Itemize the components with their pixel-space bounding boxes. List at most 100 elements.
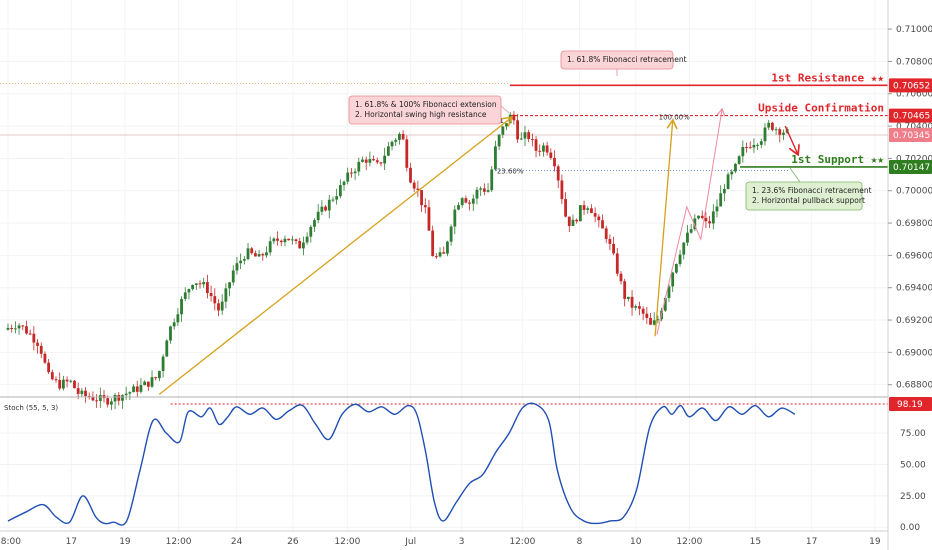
candle-body <box>39 345 43 354</box>
candle-body <box>560 180 564 200</box>
candle-body <box>313 220 316 227</box>
candle-body <box>113 394 117 402</box>
candle-body <box>272 238 276 242</box>
candle-body <box>464 198 468 203</box>
candle-body <box>143 381 147 386</box>
candle-body <box>578 205 582 222</box>
price-badge <box>889 108 932 123</box>
candle-body <box>538 150 542 152</box>
extension-arrow-up <box>158 118 511 395</box>
candle-body <box>379 162 383 164</box>
time-tick-label: 15 <box>750 537 761 547</box>
candle-body <box>604 228 608 240</box>
candle-body <box>383 155 387 164</box>
candle-body <box>608 239 612 244</box>
candle-body <box>697 215 700 219</box>
support-note-text: 1. 23.6% Fibonacci retracement <box>752 186 872 195</box>
candle-body <box>678 254 682 265</box>
candle-body <box>512 114 516 121</box>
candle-body <box>634 306 638 308</box>
projection-arrow <box>656 110 722 335</box>
candle-body <box>54 379 58 381</box>
candle-body <box>460 198 464 206</box>
time-tick-label: 24 <box>231 537 243 547</box>
candle-body <box>722 188 726 194</box>
candle-body <box>209 293 213 297</box>
candle-body <box>109 401 113 405</box>
candle-body <box>176 314 180 323</box>
candle-body <box>423 205 427 208</box>
candle-body <box>124 393 128 396</box>
time-tick-label: 12:00 <box>676 537 702 547</box>
candle-body <box>386 146 390 156</box>
candle-body <box>350 172 353 174</box>
candle-body <box>61 379 65 389</box>
candle-body <box>704 217 708 222</box>
candle-body <box>279 240 283 243</box>
candle-body <box>132 386 135 393</box>
candle-body <box>254 253 257 257</box>
candle-body <box>545 145 549 153</box>
candle-body <box>693 218 697 230</box>
candle-body <box>17 325 21 329</box>
candle-body <box>523 132 527 139</box>
candle-body <box>412 182 416 189</box>
stoch-tick-label: 50.00 <box>900 461 926 471</box>
candle-body <box>213 296 217 304</box>
candle-body <box>390 141 394 147</box>
stoch-tick-label: 75.00 <box>900 429 926 439</box>
price-badge-text: 0.70147 <box>893 163 930 173</box>
candle-body <box>135 386 139 392</box>
candle-body <box>564 199 567 217</box>
stoch-axis: 75.00 50.00 25.00 0.00 98.19 <box>889 397 932 533</box>
candle-body <box>25 326 28 334</box>
fib-236-label: 23.60% <box>497 168 524 176</box>
price-badge-text: 0.70465 <box>893 112 930 122</box>
candle-body <box>626 296 630 299</box>
candle-body <box>43 353 47 363</box>
price-levels: 1st Resistance ★★ Upside Confirmation 1st … <box>0 71 888 168</box>
candle-body <box>117 394 121 401</box>
candle-body <box>265 252 268 256</box>
price-tick-label: 0.70400 <box>896 122 932 132</box>
level-label: Upside Confirmation <box>758 102 884 115</box>
candle-body <box>719 193 723 207</box>
candle-body <box>191 284 195 290</box>
candle-body <box>770 122 774 130</box>
candle-body <box>630 296 634 308</box>
candle-body <box>327 199 331 211</box>
candle-body <box>586 208 590 210</box>
price-tick-label: 0.70800 <box>896 57 932 67</box>
candle-body <box>475 189 479 199</box>
candle-body <box>619 273 623 282</box>
candle-body <box>745 146 748 148</box>
price-pane[interactable]: 1st Resistance ★★ Upside Confirmation 1st … <box>0 0 888 531</box>
candle-body <box>294 239 298 242</box>
time-tick-label: 3 <box>459 537 465 547</box>
stoch-grid <box>0 432 888 528</box>
candle-body <box>501 126 505 135</box>
stoch-line <box>7 402 796 526</box>
candle-body <box>737 156 741 164</box>
candle-body <box>530 139 534 141</box>
candle-body <box>220 301 224 311</box>
support-note-text: 2. Horizontal pullback support <box>752 196 865 205</box>
candle-body <box>335 196 339 200</box>
time-tick-label: 17 <box>806 537 817 547</box>
candle-body <box>375 160 379 163</box>
candle-body <box>320 206 324 212</box>
price-tick-label: 0.70200 <box>896 154 932 164</box>
candle-body <box>36 342 39 346</box>
time-axis: 18:00 17 19 12:00 24 26 12:00 Jul 3 12:00 8 10 12:00… <box>0 530 888 547</box>
stoch-pane[interactable]: Stoch (55, 5, 3) <box>0 402 888 528</box>
candle-body <box>449 226 453 242</box>
candle-body <box>431 230 435 257</box>
time-tick-label: 19 <box>869 537 881 547</box>
stoch-title: Stoch (55, 5, 3) <box>4 404 58 412</box>
candle-body <box>671 272 675 287</box>
candle-body <box>80 390 84 394</box>
time-tick-label: 12:00 <box>166 537 192 547</box>
candle-body <box>206 282 209 294</box>
candle-body <box>180 298 183 315</box>
